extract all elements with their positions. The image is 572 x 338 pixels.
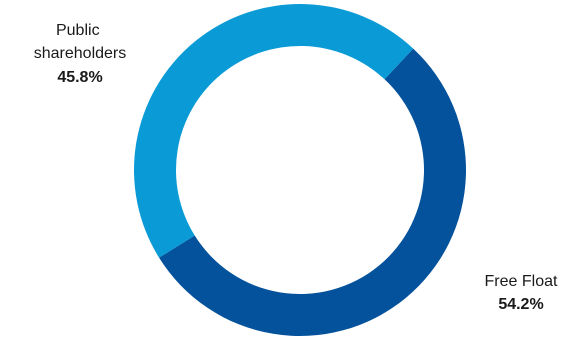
slice-label-free-float: Free Float [485, 273, 558, 290]
donut-slices [133, 3, 466, 336]
slice-value-free-float: 54.2% [498, 296, 543, 313]
slice-free-float [159, 48, 466, 336]
slice-label-public-shareholders: Public shareholders [34, 22, 127, 62]
slice-public-shareholders [133, 3, 414, 258]
slice-label-public-line-2: shareholders [34, 45, 127, 62]
slice-value-public-shareholders: 45.8% [57, 69, 102, 86]
slice-label-public-line-1: Public [56, 22, 100, 39]
